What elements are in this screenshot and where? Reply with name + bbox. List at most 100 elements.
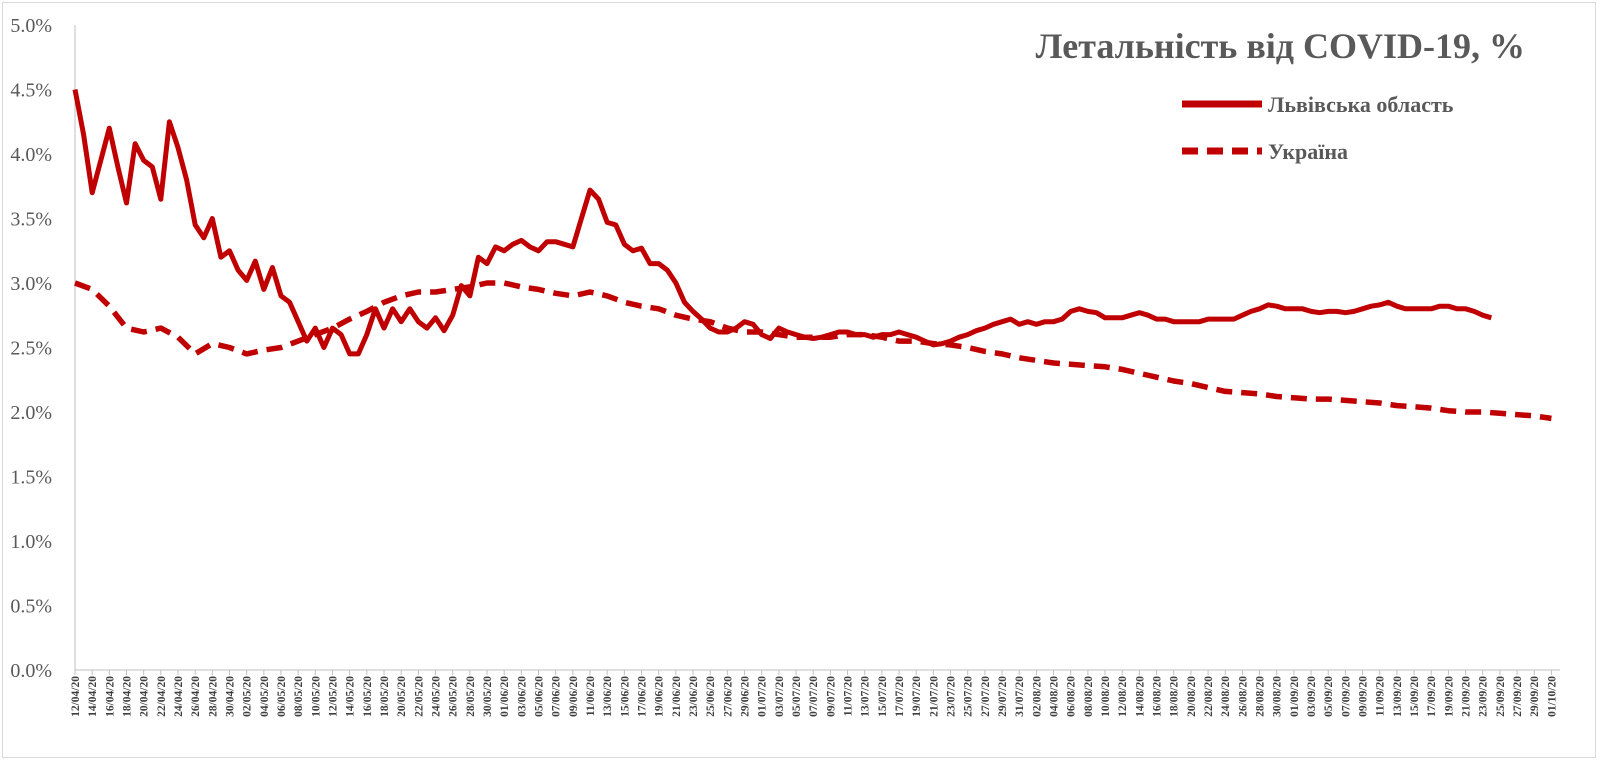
- x-tick-label: 22/08/20: [1203, 676, 1215, 717]
- x-tick-label: 11/06/20: [585, 676, 597, 717]
- x-tick-label: 18/08/20: [1169, 676, 1181, 717]
- x-tick-label: 21/07/20: [928, 676, 940, 717]
- x-tick-label: 26/05/20: [448, 676, 460, 717]
- y-axis: 0.0% 0.5% 1.0% 1.5% 2.0% 2.5% 3.0% 3.5% 4.0% 4.5%…: [10, 15, 76, 682]
- x-tick-label: 11/07/20: [843, 676, 855, 717]
- x-tick-label: 24/05/20: [431, 676, 443, 717]
- x-tick-label: 09/07/20: [825, 676, 837, 717]
- x-tick-label: 17/06/20: [637, 676, 649, 717]
- x-tick-label: 23/06/20: [688, 676, 700, 717]
- x-tick-label: 25/07/20: [963, 676, 975, 717]
- x-tick-label: 17/09/20: [1426, 676, 1438, 717]
- x-tick-label: 08/05/20: [293, 676, 305, 717]
- x-tick-label: 03/06/20: [516, 676, 528, 717]
- x-tick-label: 15/07/20: [877, 676, 889, 717]
- chart-title: Летальність від COVID-19, %: [1036, 26, 1525, 66]
- x-tick-label: 01/06/20: [499, 676, 511, 717]
- x-tick-label: 29/09/20: [1529, 676, 1541, 717]
- x-tick-label: 05/09/20: [1323, 676, 1335, 717]
- x-tick-label: 14/04/20: [87, 676, 99, 717]
- x-tick-label: 27/07/20: [980, 676, 992, 717]
- x-tick-label: 26/04/20: [190, 676, 202, 717]
- x-tick-label: 19/09/20: [1443, 676, 1455, 717]
- y-tick-label: 0.5%: [10, 596, 52, 618]
- x-tick-label: 02/05/20: [242, 676, 254, 717]
- x-tick-label: 13/09/20: [1392, 676, 1404, 717]
- x-tick-label: 20/08/20: [1186, 676, 1198, 717]
- x-tick-label: 22/05/20: [413, 676, 425, 717]
- x-tick-label: 22/04/20: [156, 676, 168, 717]
- series-line-lviv: [72, 89, 1493, 357]
- x-tick-label: 04/05/20: [259, 676, 271, 717]
- x-tick-label: 28/05/20: [465, 676, 477, 717]
- y-tick-label: 1.0%: [10, 531, 52, 553]
- x-tick-label: 28/08/20: [1255, 676, 1267, 717]
- x-tick-label: 21/09/20: [1461, 676, 1473, 717]
- x-tick-label: 31/07/20: [1014, 676, 1026, 717]
- x-tick-label: 19/06/20: [654, 676, 666, 717]
- x-tick-label: 29/06/20: [740, 676, 752, 717]
- x-tick-label: 16/05/20: [362, 676, 374, 717]
- legend-label-ukraine: Україна: [1268, 139, 1348, 164]
- x-tick-label: 18/05/20: [379, 676, 391, 717]
- x-tick-label: 10/08/20: [1100, 676, 1112, 717]
- x-tick-label: 20/05/20: [396, 676, 408, 717]
- x-tick-label: 30/04/20: [225, 676, 237, 717]
- x-tick-label: 27/06/20: [722, 676, 734, 717]
- y-tick-label: 2.5%: [10, 338, 52, 360]
- x-tick-label: 15/09/20: [1409, 676, 1421, 717]
- x-tick-label: 30/08/20: [1272, 676, 1284, 717]
- x-tick-label: 07/09/20: [1340, 676, 1352, 717]
- x-tick-label: 25/09/20: [1495, 676, 1507, 717]
- x-tick-label: 09/06/20: [568, 676, 580, 717]
- x-tick-label: 27/09/20: [1512, 676, 1524, 717]
- x-tick-label: 24/04/20: [173, 676, 185, 717]
- y-tick-label: 4.0%: [10, 144, 52, 166]
- x-tick-label: 08/08/20: [1083, 676, 1095, 717]
- x-tick-label: 12/05/20: [328, 676, 340, 717]
- legend-label-lviv: Львівська область: [1268, 92, 1454, 117]
- x-tick-label: 17/07/20: [894, 676, 906, 717]
- x-tick-label: 24/08/20: [1220, 676, 1232, 717]
- x-tick-label: 19/07/20: [911, 676, 923, 717]
- x-tick-label: 03/07/20: [774, 676, 786, 717]
- y-tick-label: 5.0%: [10, 15, 52, 37]
- x-tick-label: 02/08/20: [1031, 676, 1043, 717]
- x-tick-label: 29/07/20: [997, 676, 1009, 717]
- x-tick-label: 10/05/20: [310, 676, 322, 717]
- x-tick-label: 03/09/20: [1306, 676, 1318, 717]
- x-tick-label: 07/06/20: [551, 676, 563, 717]
- x-tick-label: 14/05/20: [345, 676, 357, 717]
- y-tick-label: 0.0%: [10, 660, 52, 682]
- x-tick-label: 16/08/20: [1152, 676, 1164, 717]
- y-tick-label: 2.0%: [10, 402, 52, 424]
- series-line-ukraine: [74, 280, 1552, 422]
- x-tick-label: 07/07/20: [808, 676, 820, 717]
- x-tick-label: 06/08/20: [1066, 676, 1078, 717]
- x-tick-label: 26/08/20: [1237, 676, 1249, 717]
- y-tick-label: 4.5%: [10, 80, 52, 102]
- x-tick-label: 28/04/20: [207, 676, 219, 717]
- x-tick-label: 23/07/20: [946, 676, 958, 717]
- x-tick-label: 14/08/20: [1134, 676, 1146, 717]
- x-tick-label: 21/06/20: [671, 676, 683, 717]
- legend: Львівська область Україна: [1182, 92, 1454, 164]
- y-tick-label: 1.5%: [10, 467, 52, 489]
- x-tick-label: 05/06/20: [534, 676, 546, 717]
- x-tick-label: 06/05/20: [276, 676, 288, 717]
- y-tick-label: 3.0%: [10, 273, 52, 295]
- x-tick-label: 05/07/20: [791, 676, 803, 717]
- x-tick-label: 12/08/20: [1117, 676, 1129, 717]
- x-tick-label: 20/04/20: [139, 676, 151, 717]
- x-axis: 12/04/20 14/04/20 16/04/20 18/04/20 20/04/20…: [70, 669, 1560, 717]
- x-tick-label: 16/04/20: [104, 676, 116, 717]
- x-tick-label: 13/06/20: [602, 676, 614, 717]
- x-tick-label: 04/08/20: [1049, 676, 1061, 717]
- x-tick-label: 13/07/20: [860, 676, 872, 717]
- x-tick-label: 30/05/20: [482, 676, 494, 717]
- x-tick-label: 01/07/20: [757, 676, 769, 717]
- x-tick-label: 18/04/20: [122, 676, 134, 717]
- x-tick-label: 25/06/20: [705, 676, 717, 717]
